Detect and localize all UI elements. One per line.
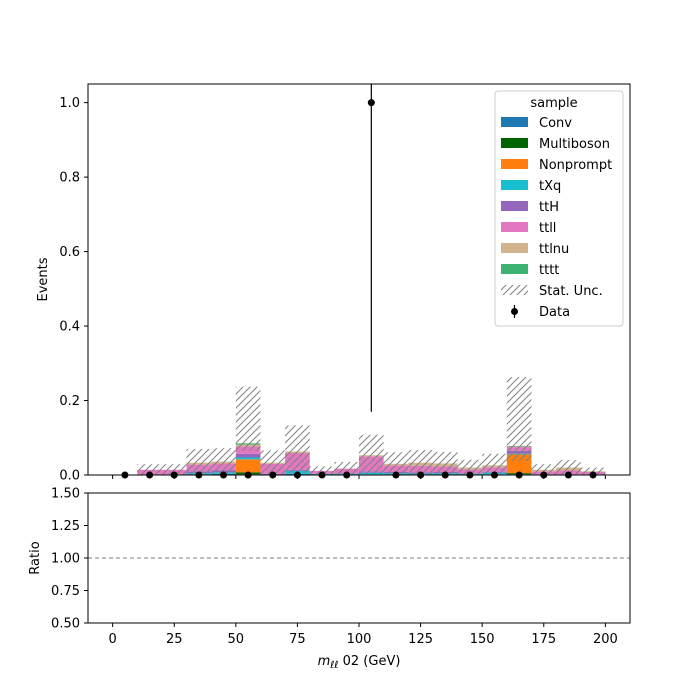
ratio-ytick-label-1: 0.75 bbox=[51, 584, 80, 599]
stat-unc-11 bbox=[383, 452, 409, 475]
stat-unc-17 bbox=[531, 464, 557, 475]
legend-label-txq: tXq bbox=[539, 179, 561, 194]
legend-data-marker bbox=[511, 308, 518, 315]
main-ytick-label-4: 0.8 bbox=[59, 171, 80, 186]
stat-unc-1 bbox=[137, 464, 162, 475]
bar-tth-5 bbox=[235, 453, 261, 458]
legend-swatch-stat-unc bbox=[501, 285, 528, 295]
ratio-xlabel: mℓℓ 02 (GeV) bbox=[318, 654, 401, 671]
main-ytick-label-1: 0.2 bbox=[59, 394, 80, 409]
ratio-plot: 0.50 0.75 1.00 1.25 1.50 0 25 50 75 100 125 150 175 2… bbox=[28, 487, 631, 671]
legend-label-ttll: ttll bbox=[539, 221, 556, 236]
stat-unc-19 bbox=[580, 467, 606, 475]
legend-label-stat-unc: Stat. Unc. bbox=[539, 284, 603, 299]
legend-swatch-ttll bbox=[501, 222, 528, 232]
stat-unc-9 bbox=[334, 461, 359, 475]
main-ytick-label-5: 1.0 bbox=[59, 96, 80, 111]
ratio-xtick-label-1: 25 bbox=[166, 632, 183, 647]
stat-unc-7 bbox=[285, 425, 310, 474]
stat-unc-13 bbox=[432, 451, 458, 475]
legend-swatch-tttt bbox=[501, 264, 528, 274]
legend-label-tth: ttH bbox=[539, 200, 559, 215]
data-point-10 bbox=[367, 99, 375, 107]
ratio-xtick-label-4: 100 bbox=[347, 632, 372, 647]
ratio-ytick-label-3: 1.25 bbox=[51, 519, 80, 534]
bar-txq-5 bbox=[235, 457, 261, 460]
bar-nonprompt-5 bbox=[235, 459, 261, 473]
ratio-ylabel: Ratio bbox=[28, 541, 43, 574]
legend-swatch-multiboson bbox=[501, 138, 528, 148]
ratio-xtick-label-3: 75 bbox=[289, 632, 306, 647]
legend-label-nonprompt: Nonprompt bbox=[539, 158, 612, 173]
ratio-xtick-label-2: 50 bbox=[228, 632, 245, 647]
legend-label-ttlnu: ttlnu bbox=[539, 242, 569, 257]
legend-label-conv: Conv bbox=[539, 116, 572, 131]
ratio-xtick-label-7: 175 bbox=[531, 632, 556, 647]
main-ytick-label-2: 0.4 bbox=[59, 320, 80, 335]
stat-unc-4 bbox=[211, 448, 236, 474]
legend-swatch-conv bbox=[501, 117, 528, 127]
stat-unc-16 bbox=[506, 377, 532, 461]
legend-swatch-ttlnu bbox=[501, 243, 528, 253]
ratio-xtick-label-6: 150 bbox=[470, 632, 495, 647]
stat-unc-15 bbox=[482, 453, 507, 474]
ratio-frame bbox=[87, 492, 631, 624]
stat-unc-6 bbox=[260, 450, 286, 475]
ratio-ytick-label-0: 0.50 bbox=[51, 617, 80, 632]
stat-unc-8 bbox=[309, 466, 335, 475]
legend-label-tttt: tttt bbox=[539, 263, 559, 278]
legend-title: sample bbox=[530, 96, 577, 111]
stat-unc-12 bbox=[408, 450, 433, 475]
stat-unc-10 bbox=[359, 434, 384, 474]
legend-label-multiboson: Multiboson bbox=[539, 137, 610, 152]
ratio-xtick-label-5: 125 bbox=[408, 632, 433, 647]
ratio-ytick-label-2: 1.00 bbox=[51, 552, 80, 567]
legend-swatch-nonprompt bbox=[501, 159, 528, 169]
stat-unc-2 bbox=[161, 464, 187, 475]
ratio-ytick-label-4: 1.50 bbox=[51, 487, 80, 502]
stat-unc-5 bbox=[235, 386, 261, 451]
ratio-xtick-label-8: 200 bbox=[593, 632, 618, 647]
legend-label-data: Data bbox=[539, 305, 570, 320]
legend-swatch-tth bbox=[501, 201, 528, 211]
stat-unc-18 bbox=[556, 460, 581, 475]
main-ytick-label-0: 0.0 bbox=[59, 469, 80, 484]
main-plot: 0.0 0.2 0.4 0.6 0.8 1.0 Events sample Conv Multib… bbox=[36, 83, 631, 484]
main-ylabel: Events bbox=[36, 257, 51, 301]
stat-unc-3 bbox=[186, 448, 212, 475]
stat-unc-14 bbox=[457, 459, 483, 475]
main-ytick-label-3: 0.6 bbox=[59, 245, 80, 260]
ratio-xtick-label-0: 0 bbox=[108, 632, 116, 647]
legend-swatch-txq bbox=[501, 180, 528, 190]
